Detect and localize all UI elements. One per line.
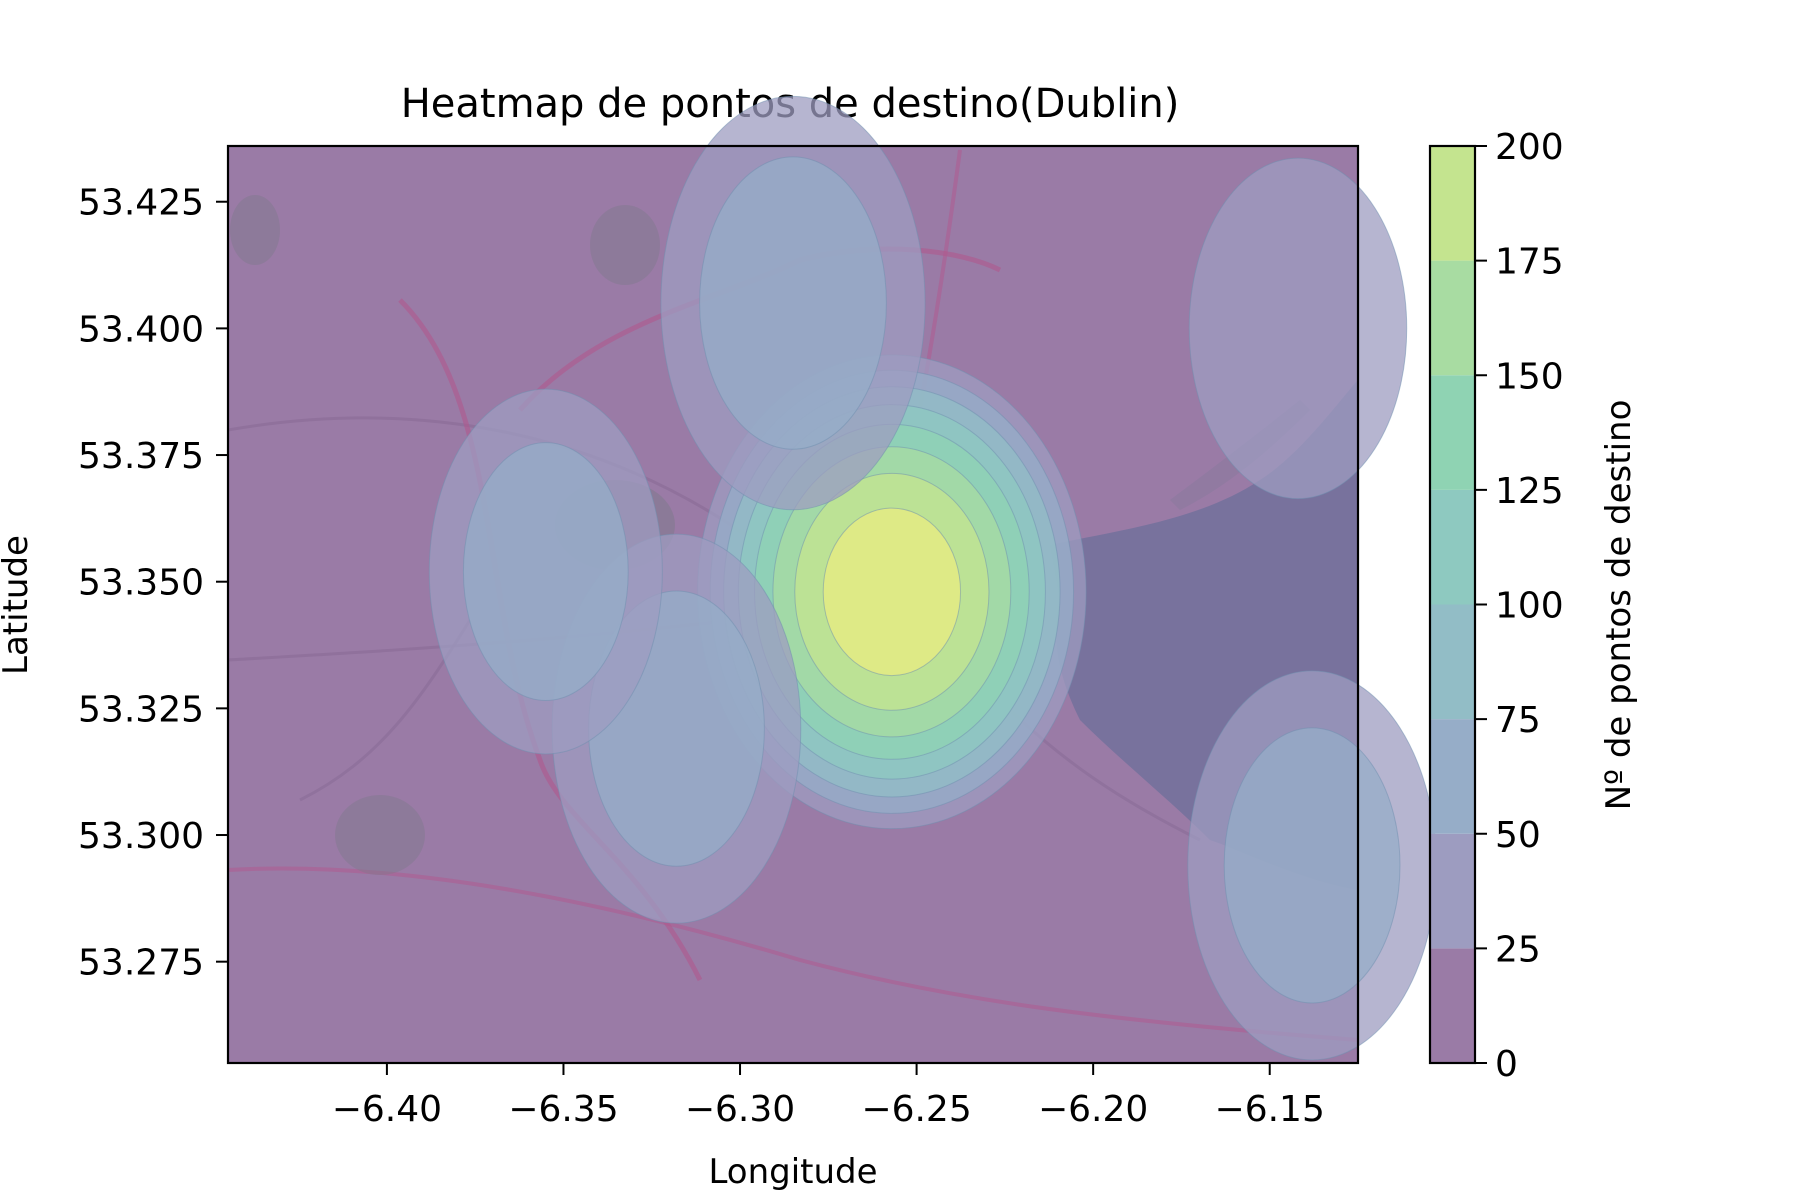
heat-contour <box>822 507 962 677</box>
colorbar-tick-label: 0 <box>1495 1044 1518 1085</box>
x-tick-label: −6.15 <box>1215 1089 1325 1130</box>
colorbar-ticks: 0 25 50 75 100 125 150 175 200 <box>1475 127 1564 1085</box>
colorbar-tick-label: 175 <box>1495 242 1564 283</box>
plot-frame <box>226 144 1360 1065</box>
colorbar-tick-label: 75 <box>1495 700 1541 741</box>
colorbar-band <box>1430 489 1475 605</box>
heatmap-layer <box>428 95 1437 1061</box>
heat-contour <box>1223 727 1401 1004</box>
y-axis-label: Latitude <box>0 535 36 675</box>
colorbar-tick-label: 100 <box>1495 586 1564 627</box>
x-axis-label: Longitude <box>708 1152 877 1192</box>
heat-contour <box>1188 157 1408 500</box>
heat-contour <box>462 442 629 702</box>
colorbar-bands <box>1430 146 1475 1063</box>
y-tick-label: 53.375 <box>78 436 204 477</box>
heat-contour <box>699 156 887 450</box>
y-axis-ticks: 53.275 53.300 53.325 53.350 53.375 53.400 53.4… <box>78 183 228 984</box>
colorbar-band <box>1430 375 1475 490</box>
plot-area <box>226 95 1437 1065</box>
y-tick-label: 53.300 <box>78 816 204 857</box>
colorbar-tick-label: 200 <box>1495 127 1564 168</box>
colorbar-label: Nº de pontos de destino <box>1599 400 1639 811</box>
colorbar: 0 25 50 75 100 125 150 175 200 Nº de pontos de d… <box>1428 127 1639 1085</box>
x-tick-label: −6.35 <box>508 1089 618 1130</box>
colorbar-tick-label: 25 <box>1495 929 1541 970</box>
y-tick-label: 53.275 <box>78 943 204 984</box>
x-tick-label: −6.20 <box>1038 1089 1148 1130</box>
colorbar-band <box>1430 604 1475 720</box>
y-tick-label: 53.350 <box>78 563 204 604</box>
colorbar-band <box>1430 260 1475 376</box>
y-tick-label: 53.325 <box>78 689 204 730</box>
colorbar-band <box>1430 146 1475 261</box>
y-tick-label: 53.400 <box>78 309 204 350</box>
colorbar-tick-label: 125 <box>1495 471 1564 512</box>
colorbar-tick-label: 150 <box>1495 356 1564 397</box>
colorbar-band <box>1430 833 1475 949</box>
colorbar-tick-label: 50 <box>1495 815 1541 856</box>
x-tick-label: −6.25 <box>861 1089 971 1130</box>
x-axis-ticks: −6.40 −6.35 −6.30 −6.25 −6.20 −6.15 <box>332 1063 1325 1130</box>
x-tick-label: −6.30 <box>685 1089 795 1130</box>
y-tick-label: 53.425 <box>78 183 204 224</box>
colorbar-band <box>1430 719 1475 834</box>
x-tick-label: −6.40 <box>332 1089 442 1130</box>
colorbar-band <box>1430 948 1475 1063</box>
